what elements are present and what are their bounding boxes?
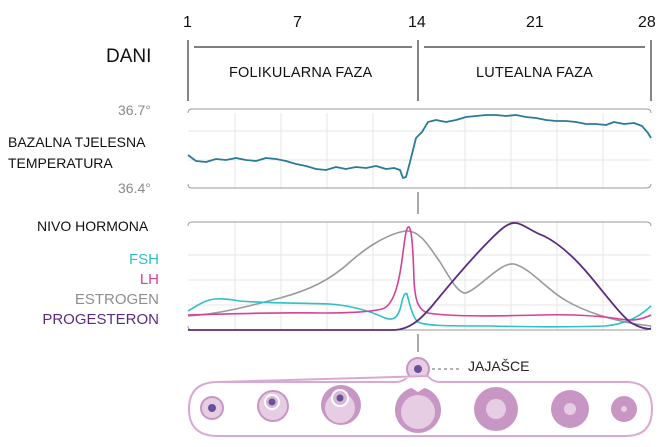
follicle-stages [187,374,654,437]
day-tick-28: 28 [638,14,656,31]
corpus-luteum-1 [474,387,518,431]
legend-fsh: FSH [129,251,159,268]
temperature-frame [187,108,652,189]
egg-core [414,365,422,373]
day-tick-1: 1 [183,14,192,31]
hormone-frame [187,221,652,331]
legend-lh: LH [139,271,159,288]
temperature-panel [187,108,652,189]
phase-luteal: LUTEALNA FAZA [476,65,594,81]
follicle-stage-2 [257,390,289,422]
hormone-panel [187,221,652,331]
progesteron-line [188,222,652,331]
fsh-line [187,292,652,328]
lh-line [187,226,652,321]
day-tick-14: 14 [408,14,426,31]
follicle-stage-1 [200,396,224,420]
temperature-line [187,114,652,179]
day-tick-7: 7 [293,14,302,31]
egg-label: JAJAŠCE [468,358,530,374]
temperature-title-line1: BAZALNA TJELESNA [8,134,146,150]
temp-axis-max: 36.7° [118,102,151,118]
phase-follicular: FOLIKULARNA FAZA [229,65,373,81]
follicle-stage-3 [321,385,361,425]
legend-progesteron: PROGESTERON [42,311,159,328]
follicle-stage-4-ruptured [395,387,441,433]
corpus-luteum-3 [611,396,637,422]
phase-brackets [187,40,652,101]
corpus-luteum-2 [551,390,589,428]
estrogen-line [187,230,652,327]
hormone-legend: FSH LH ESTROGEN PROGESTERON [42,250,159,330]
day-tick-21: 21 [526,14,544,31]
temp-axis-min: 36.4° [118,180,151,196]
hormone-grid [188,222,651,330]
temperature-title: BAZALNA TJELESNA TEMPERATURA [8,132,145,174]
temperature-title-line2: TEMPERATURA [8,155,113,171]
hormones-title: NIVO HORMONA [37,218,149,234]
temperature-grid [188,113,651,188]
days-label: DANI [106,46,152,67]
legend-estrogen: ESTROGEN [74,291,159,308]
